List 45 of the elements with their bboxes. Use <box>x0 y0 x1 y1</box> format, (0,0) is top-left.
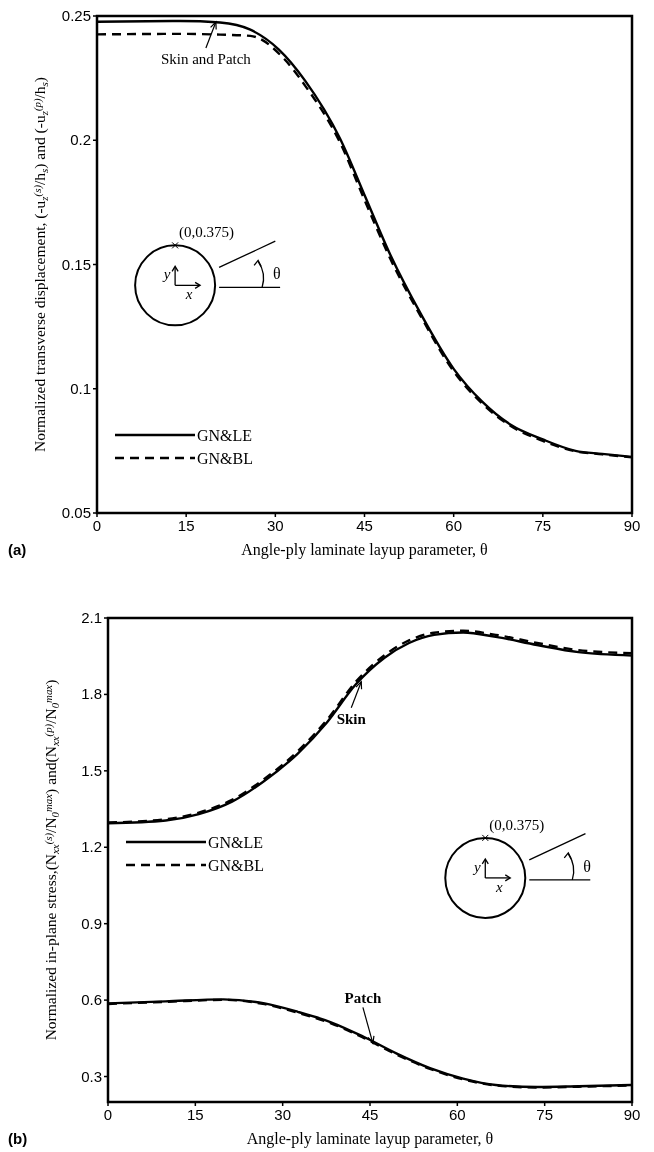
legend-label: GN&BL <box>208 857 264 874</box>
y-tick-label: 0.25 <box>61 7 91 24</box>
x-tick-label: 45 <box>361 1106 379 1123</box>
text: (a) <box>8 541 27 558</box>
x-tick-label: 30 <box>274 1106 292 1123</box>
y-tick-label: 0.6 <box>81 991 102 1009</box>
annotation: Skin and Patch <box>160 50 252 67</box>
y-tick-label: 1.2 <box>81 838 102 856</box>
x-tick-label: 90 <box>623 517 641 534</box>
annotation: y <box>471 858 481 875</box>
y-tick-label: 2.1 <box>81 609 102 626</box>
annotation: (0,0.375) <box>179 224 235 242</box>
legend-label: GN&LE <box>208 834 264 851</box>
y-tick-label: 0.05 <box>61 504 91 521</box>
annotation: x <box>184 286 193 303</box>
y-tick-label: 0.1 <box>70 379 91 397</box>
x-tick-label: 15 <box>186 1106 204 1123</box>
x-tick-label: 30 <box>266 517 284 534</box>
y-tick-label: 0.15 <box>61 255 91 273</box>
x-tick-label: 45 <box>356 517 373 534</box>
x-tick-label: 0 <box>103 1106 113 1123</box>
annotation: Patch <box>344 990 382 1007</box>
annotation: (0,0.375) <box>489 816 545 834</box>
x-axis-title: Angle-ply laminate layup parameter, θ <box>241 541 488 559</box>
text: (b) <box>8 1130 28 1147</box>
annotation: x <box>494 878 503 895</box>
annotation: θ <box>583 857 591 875</box>
x-tick-label: 60 <box>448 1106 466 1123</box>
x-tick-label: 15 <box>177 517 195 534</box>
x-tick-label: 60 <box>445 517 463 534</box>
annotation: y <box>161 266 171 283</box>
y-tick-label: 0.3 <box>81 1067 102 1085</box>
x-tick-label: 0 <box>92 517 102 534</box>
y-tick-label: 0.2 <box>70 131 91 149</box>
annotation: Skin <box>336 710 367 727</box>
x-tick-label: 90 <box>623 1106 641 1123</box>
y-tick-label: 1.8 <box>81 685 102 703</box>
x-axis-title: Angle-ply laminate layup parameter, θ <box>246 1130 494 1148</box>
y-tick-label: 0.9 <box>81 914 102 932</box>
legend-label: GN&LE <box>197 427 253 444</box>
x-tick-label: 75 <box>536 1106 554 1123</box>
x-tick-label: 75 <box>534 517 552 534</box>
annotation: θ <box>273 265 281 283</box>
legend-label: GN&BL <box>197 450 253 467</box>
y-tick-label: 1.5 <box>81 761 102 779</box>
